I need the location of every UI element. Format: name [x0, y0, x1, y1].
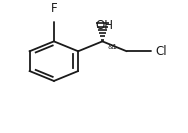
Text: &1: &1 — [107, 44, 117, 50]
Text: F: F — [51, 2, 57, 15]
Text: OH: OH — [95, 19, 113, 32]
Text: Cl: Cl — [156, 45, 167, 58]
